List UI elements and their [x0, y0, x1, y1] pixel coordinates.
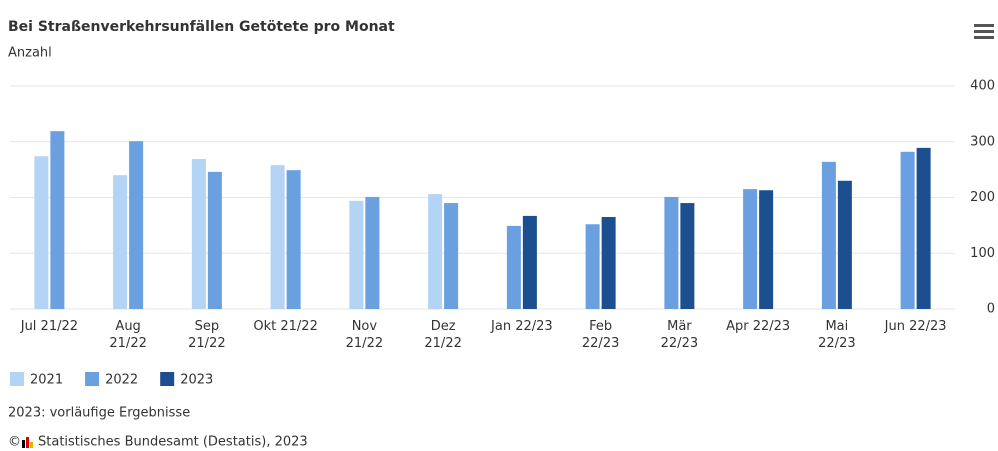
x-tick-label-box: Mai 22/23 [818, 319, 856, 351]
chart-subtitle: Anzahl [8, 46, 52, 61]
y-tick-label: 0 [987, 302, 995, 317]
x-tick-label-box: Mär 22/23 [660, 319, 699, 351]
x-tick-label: Aug 21/22 [109, 319, 147, 351]
y-tick-label: 400 [970, 79, 995, 94]
x-tick-label-box: Nov 21/22 [345, 319, 384, 351]
x-tick-label-box: Sep 21/22 [188, 319, 226, 351]
legend-item[interactable]: 2022 [85, 372, 138, 388]
x-tick-label: Nov 21/22 [345, 319, 384, 351]
x-tick-label: Sep 21/22 [188, 319, 226, 351]
y-tick-label: 200 [970, 190, 995, 205]
bar [900, 151, 915, 309]
x-tick-label: Okt 21/22 [253, 319, 318, 334]
legend-swatch [10, 372, 24, 386]
legend-label: 2022 [105, 373, 138, 388]
bar [113, 175, 128, 309]
x-tick-label-box: Jun 22/23 [884, 319, 947, 334]
bar [522, 215, 537, 309]
bar [50, 131, 65, 309]
bar [428, 194, 443, 309]
bar [916, 147, 931, 309]
source: Statistisches Bundesamt (Destatis), 2023 [38, 435, 308, 450]
legend-swatch [85, 372, 100, 386]
x-tick-label: Dez 21/22 [424, 319, 462, 351]
bar [506, 225, 521, 309]
x-tick-label: Jan 22/23 [491, 319, 553, 334]
bar [207, 171, 222, 309]
legend-item[interactable]: 2021 [10, 372, 63, 388]
x-tick-label-box: Jul 21/22 [20, 319, 79, 334]
legend-item[interactable]: 2023 [160, 372, 213, 388]
bar [286, 170, 301, 309]
x-tick-label: Jul 21/22 [20, 319, 79, 334]
y-tick-label: 300 [970, 134, 995, 149]
bar [743, 189, 758, 309]
bar [270, 165, 285, 309]
bar [191, 159, 206, 309]
menu-button[interactable] [974, 24, 994, 39]
bar [680, 203, 695, 309]
x-tick-label: Mai 22/23 [818, 319, 856, 351]
legend-label: 2021 [30, 373, 63, 388]
bar [585, 224, 600, 309]
y-tick-label: 100 [970, 246, 995, 261]
bar [601, 217, 616, 309]
logo [22, 437, 33, 448]
copyright: © [8, 435, 21, 450]
x-tick-label: Feb 22/23 [581, 319, 620, 351]
x-tick-label: Apr 22/23 [726, 319, 791, 334]
bar [664, 196, 679, 309]
bar [34, 156, 49, 309]
x-tick-label-box: Dez 21/22 [424, 319, 462, 351]
bar [444, 203, 459, 309]
bar [821, 161, 836, 309]
legend-swatch [160, 372, 175, 386]
bar [837, 180, 852, 309]
note: 2023: vorläufige Ergebnisse [8, 406, 190, 421]
x-tick-label-box: Feb 22/23 [581, 319, 620, 351]
x-tick-label-box: Aug 21/22 [109, 319, 147, 351]
x-tick-label-box: Okt 21/22 [253, 319, 318, 334]
x-tick-label: Mär 22/23 [660, 319, 699, 351]
chart-title: Bei Straßenverkehrsunfällen Getötete pro… [8, 19, 395, 35]
legend-label: 2023 [180, 373, 213, 388]
bar [349, 200, 364, 309]
bar [129, 141, 144, 309]
bar [759, 190, 774, 309]
x-tick-label-box: Jan 22/23 [491, 319, 553, 334]
x-tick-label: Jun 22/23 [884, 319, 947, 334]
x-tick-label-box: Apr 22/23 [726, 319, 791, 334]
bar [365, 196, 380, 309]
